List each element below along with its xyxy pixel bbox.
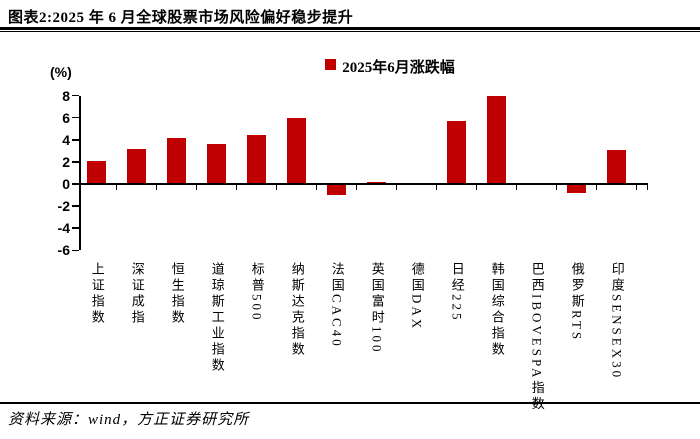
y-axis-tick [72, 116, 79, 119]
title-divider-thin [0, 31, 700, 32]
y-axis-tick [72, 94, 79, 97]
y-axis-tick [72, 161, 79, 163]
category-label: 法国CAC40 [329, 262, 345, 349]
y-axis-tick [72, 183, 79, 185]
category-label: 巴西IBOVESPA指数 [529, 262, 545, 413]
y-axis-tick-label: 8 [62, 87, 70, 104]
x-axis-tick [555, 185, 558, 190]
x-axis-tick [475, 185, 478, 190]
x-axis-tick [275, 185, 278, 190]
category-label: 印度SENSEX30 [609, 262, 625, 381]
x-axis-tick [115, 185, 118, 190]
y-axis-tick-label: 4 [62, 131, 70, 148]
x-axis-tick [395, 185, 398, 190]
x-axis-tick [435, 185, 438, 190]
bar [447, 120, 467, 184]
category-label: 恒生指数 [169, 262, 185, 326]
y-axis-tick-label: -6 [57, 242, 70, 259]
legend-label: 2025年6月涨跌幅 [342, 60, 455, 76]
bar [287, 117, 307, 184]
figure-title: 图表2:2025 年 6 月全球股票市场风险偏好稳步提升 [8, 10, 354, 26]
bar [487, 95, 507, 184]
chart-legend: 2025年6月涨跌幅 [90, 56, 690, 77]
x-axis-tick [235, 185, 238, 190]
category-label: 韩国综合指数 [489, 262, 505, 358]
bar [367, 181, 387, 184]
bar [567, 184, 587, 193]
category-label: 上证指数 [89, 262, 105, 326]
y-axis-tick [72, 139, 79, 141]
category-label: 标普500 [249, 262, 265, 323]
x-axis-end-tick [646, 185, 648, 190]
bar [607, 149, 627, 184]
category-label: 英国富时100 [369, 262, 385, 355]
legend-swatch [325, 59, 337, 70]
x-axis-tick [515, 185, 518, 190]
x-axis-tick [315, 185, 318, 190]
y-axis-tick [72, 249, 79, 252]
bar [87, 160, 107, 184]
footer-divider [0, 402, 700, 404]
x-axis-line [79, 183, 648, 185]
category-label: 纳斯达克指数 [289, 262, 305, 358]
bar [127, 148, 147, 184]
x-axis-tick [355, 185, 358, 190]
x-axis-tick [595, 185, 598, 190]
y-axis-tick [72, 205, 79, 207]
bar [167, 137, 187, 184]
x-axis-tick [155, 185, 158, 190]
x-axis-tick [195, 185, 198, 190]
source-note: 资料来源：wind，方正证券研究所 [8, 412, 250, 428]
bar [327, 184, 347, 196]
bar [247, 135, 267, 184]
y-axis-tick-label: 2 [62, 153, 70, 170]
y-axis-tick [72, 227, 79, 229]
title-divider-thick [0, 27, 700, 30]
y-axis-tick-label: -4 [57, 220, 70, 237]
y-axis-tick-label: 0 [62, 176, 70, 192]
x-axis-tick [635, 185, 638, 190]
category-label: 道琼斯工业指数 [209, 262, 225, 374]
category-label: 日经225 [449, 262, 465, 323]
y-axis-unit-label: (%) [50, 64, 72, 80]
category-label: 深证成指 [129, 262, 145, 326]
y-axis-line [79, 95, 81, 251]
y-axis-tick-label: -2 [57, 198, 70, 215]
category-label: 德国DAX [409, 262, 425, 332]
y-axis-tick-label: 6 [62, 109, 70, 126]
category-label: 俄罗斯RTS [569, 262, 585, 343]
bar [207, 144, 227, 184]
